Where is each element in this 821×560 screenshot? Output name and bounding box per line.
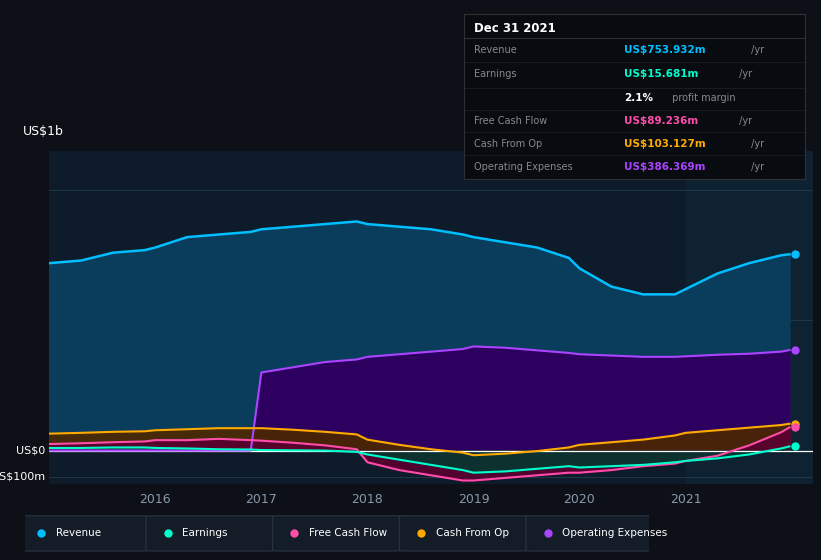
FancyBboxPatch shape: [399, 516, 527, 551]
Text: /yr: /yr: [736, 69, 753, 80]
Text: Revenue: Revenue: [56, 529, 101, 538]
Text: US$1b: US$1b: [22, 125, 63, 138]
Text: Earnings: Earnings: [182, 529, 227, 538]
Text: Cash From Op: Cash From Op: [435, 529, 508, 538]
FancyBboxPatch shape: [526, 516, 654, 551]
Bar: [686, 151, 813, 484]
FancyBboxPatch shape: [146, 516, 274, 551]
Text: 2.1%: 2.1%: [624, 94, 653, 103]
Text: Free Cash Flow: Free Cash Flow: [309, 529, 387, 538]
FancyBboxPatch shape: [20, 516, 147, 551]
Text: /yr: /yr: [736, 115, 753, 125]
Text: Cash From Op: Cash From Op: [474, 139, 543, 149]
Text: US$103.127m: US$103.127m: [624, 139, 706, 149]
Text: US$386.369m: US$386.369m: [624, 162, 705, 172]
Text: Free Cash Flow: Free Cash Flow: [474, 115, 548, 125]
Text: Operating Expenses: Operating Expenses: [562, 529, 667, 538]
FancyBboxPatch shape: [273, 516, 401, 551]
Text: US$0: US$0: [16, 446, 45, 455]
Text: Earnings: Earnings: [474, 69, 516, 80]
Text: Dec 31 2021: Dec 31 2021: [474, 22, 556, 35]
Text: profit margin: profit margin: [669, 94, 736, 103]
Text: US$15.681m: US$15.681m: [624, 69, 699, 80]
Text: Operating Expenses: Operating Expenses: [474, 162, 573, 172]
Text: Revenue: Revenue: [474, 44, 517, 54]
Text: /yr: /yr: [748, 139, 764, 149]
Text: US$89.236m: US$89.236m: [624, 115, 698, 125]
Text: /yr: /yr: [748, 44, 764, 54]
Text: /yr: /yr: [748, 162, 764, 172]
Text: -US$100m: -US$100m: [0, 472, 45, 482]
Text: US$753.932m: US$753.932m: [624, 44, 705, 54]
